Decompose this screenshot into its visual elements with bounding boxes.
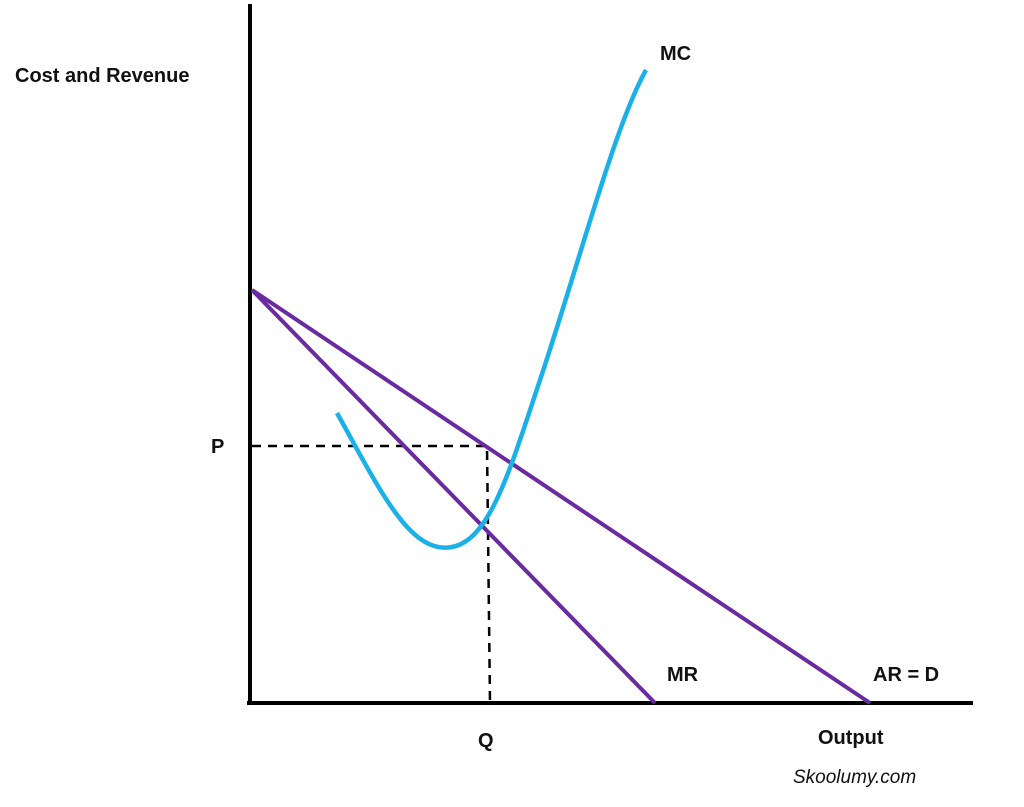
equilibrium-guide	[252, 444, 492, 704]
quantity-label: Q	[478, 730, 494, 752]
mc-curve	[335, 68, 648, 550]
x-axis-label: Output	[818, 727, 884, 749]
ar-curve	[250, 288, 872, 705]
mr-curve	[250, 288, 657, 705]
credit: Skoolumy.com	[793, 767, 916, 788]
ar-label: AR = D	[873, 664, 939, 686]
y-axis-label: Cost and Revenue	[15, 65, 189, 87]
mr-label: MR	[667, 664, 699, 686]
mc-label: MC	[660, 43, 691, 65]
price-label: P	[211, 436, 224, 458]
